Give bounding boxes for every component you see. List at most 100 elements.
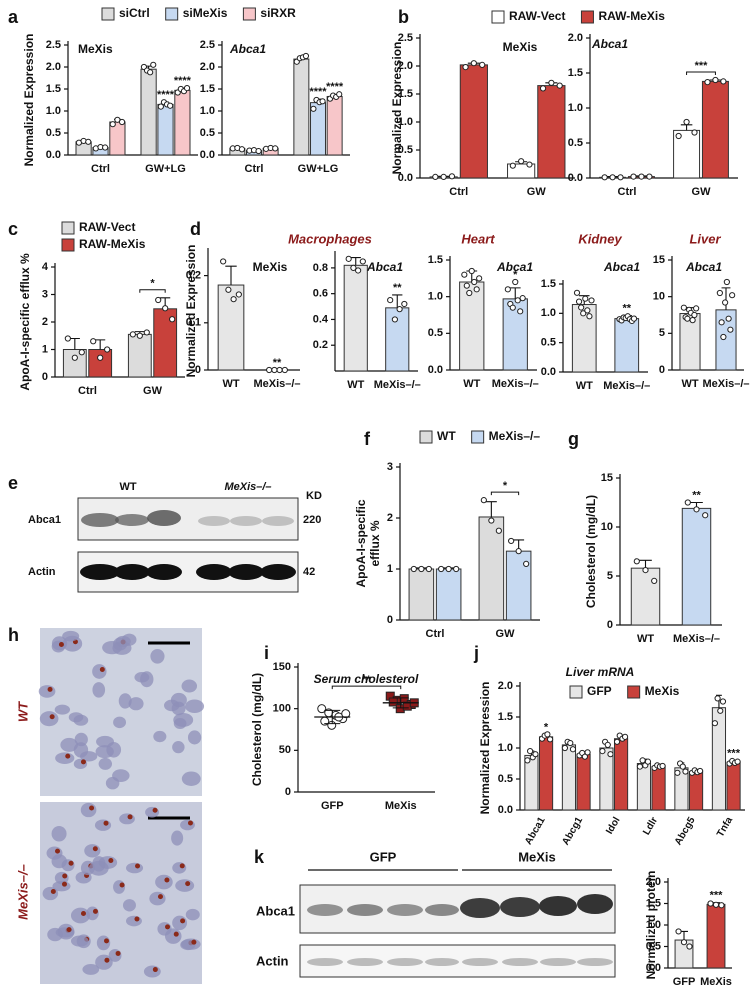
legend-label: RAW-Vect bbox=[79, 220, 135, 234]
data-point bbox=[578, 304, 585, 311]
lipid bbox=[104, 957, 110, 963]
y-tick-label: 2.0 bbox=[498, 680, 513, 692]
cell bbox=[126, 862, 144, 874]
y-tick-label: 0.0 bbox=[541, 366, 556, 378]
data-point bbox=[183, 85, 191, 92]
bar bbox=[140, 68, 157, 156]
data-point bbox=[471, 278, 478, 286]
data-point bbox=[639, 757, 646, 764]
data-point bbox=[617, 174, 624, 181]
data-point bbox=[255, 147, 262, 155]
y-tick-label: 1.5 bbox=[200, 83, 215, 95]
data-point bbox=[575, 298, 583, 305]
data-point bbox=[604, 741, 611, 749]
data-point bbox=[235, 291, 242, 298]
y-tick-label: 0.0 bbox=[46, 149, 61, 161]
data-point bbox=[729, 292, 736, 299]
cell bbox=[164, 928, 182, 944]
data-point bbox=[723, 278, 730, 286]
lipid bbox=[62, 873, 68, 879]
data-point bbox=[147, 69, 154, 76]
bar bbox=[524, 754, 539, 811]
cell bbox=[181, 771, 201, 786]
data-point bbox=[519, 295, 526, 302]
y-tick-label: 1.5 bbox=[541, 278, 556, 290]
group-title: Heart bbox=[461, 231, 495, 246]
data-point bbox=[638, 173, 645, 180]
data-point bbox=[718, 319, 725, 326]
data-point bbox=[401, 300, 408, 308]
data-point bbox=[630, 315, 638, 322]
data-point bbox=[580, 310, 587, 317]
x-tick-label: Ctrl bbox=[426, 628, 445, 640]
data-point bbox=[410, 565, 417, 573]
y-axis-label: efflux % bbox=[368, 520, 382, 566]
bands bbox=[307, 958, 613, 966]
bands bbox=[80, 564, 296, 580]
significance-bracket bbox=[331, 685, 402, 690]
bar bbox=[651, 766, 666, 811]
data-point bbox=[561, 744, 569, 752]
data-point bbox=[71, 354, 78, 361]
data-point bbox=[310, 105, 317, 112]
legend-swatch bbox=[580, 10, 594, 24]
bands bbox=[81, 510, 294, 527]
x-tick-label: WT bbox=[576, 380, 593, 392]
data-point bbox=[689, 317, 696, 324]
row-label: MeXis–/– bbox=[15, 864, 30, 920]
x-tick-label: Ctrl bbox=[618, 186, 637, 198]
row-label: Abca1 bbox=[256, 903, 295, 918]
data-point bbox=[438, 565, 445, 573]
group-label: MeXis–/– bbox=[224, 481, 271, 493]
bar bbox=[408, 568, 435, 621]
bar bbox=[88, 349, 113, 378]
data-point bbox=[539, 85, 547, 92]
data-point bbox=[684, 315, 691, 322]
x-tick-label: MeXis bbox=[385, 800, 417, 812]
data-point bbox=[548, 79, 555, 86]
y-tick-label: 1 bbox=[42, 343, 48, 355]
bar bbox=[385, 307, 410, 372]
lipid bbox=[119, 882, 125, 888]
lipid bbox=[191, 939, 197, 945]
cell bbox=[113, 716, 127, 729]
data-point bbox=[336, 91, 343, 98]
data-point bbox=[169, 316, 176, 323]
bar bbox=[726, 761, 741, 811]
y-tick-label: 1.0 bbox=[428, 291, 443, 303]
data-point bbox=[691, 311, 698, 319]
data-point bbox=[476, 275, 483, 282]
error-bar bbox=[350, 257, 361, 266]
cell bbox=[128, 697, 144, 711]
blot-e bbox=[77, 497, 299, 593]
data-point bbox=[418, 565, 425, 573]
error-bar bbox=[485, 501, 497, 517]
legend-swatch bbox=[165, 7, 179, 21]
y-tick-label: 2 bbox=[387, 512, 393, 524]
cell bbox=[84, 844, 101, 858]
y-tick-label: 0.5 bbox=[568, 137, 583, 149]
lipid bbox=[187, 820, 193, 826]
panel-label: e bbox=[8, 473, 18, 493]
data-point bbox=[488, 517, 495, 524]
data-point bbox=[317, 704, 327, 714]
data-point bbox=[425, 565, 432, 573]
y-tick-label: 0.4 bbox=[313, 313, 329, 325]
x-tick-label: WT bbox=[637, 633, 654, 645]
data-point bbox=[167, 102, 174, 109]
data-point bbox=[691, 129, 698, 136]
y-tick-label: 1.0 bbox=[541, 307, 556, 319]
y-tick-label: 5 bbox=[607, 570, 613, 582]
cell bbox=[122, 899, 136, 912]
y-tick-label: 1.5 bbox=[568, 67, 583, 79]
y-axis-label: Cholesterol (mg/dL) bbox=[584, 495, 598, 608]
data-point bbox=[680, 939, 688, 946]
lipid bbox=[92, 846, 98, 852]
y-tick-label: 0.0 bbox=[498, 804, 513, 816]
data-point bbox=[696, 767, 704, 775]
panel-label: c bbox=[8, 219, 18, 239]
data-point bbox=[350, 264, 357, 271]
data-point bbox=[509, 304, 516, 311]
legend-label: siMeXis bbox=[183, 6, 228, 20]
x-tick-label: Abca1 bbox=[523, 815, 548, 847]
